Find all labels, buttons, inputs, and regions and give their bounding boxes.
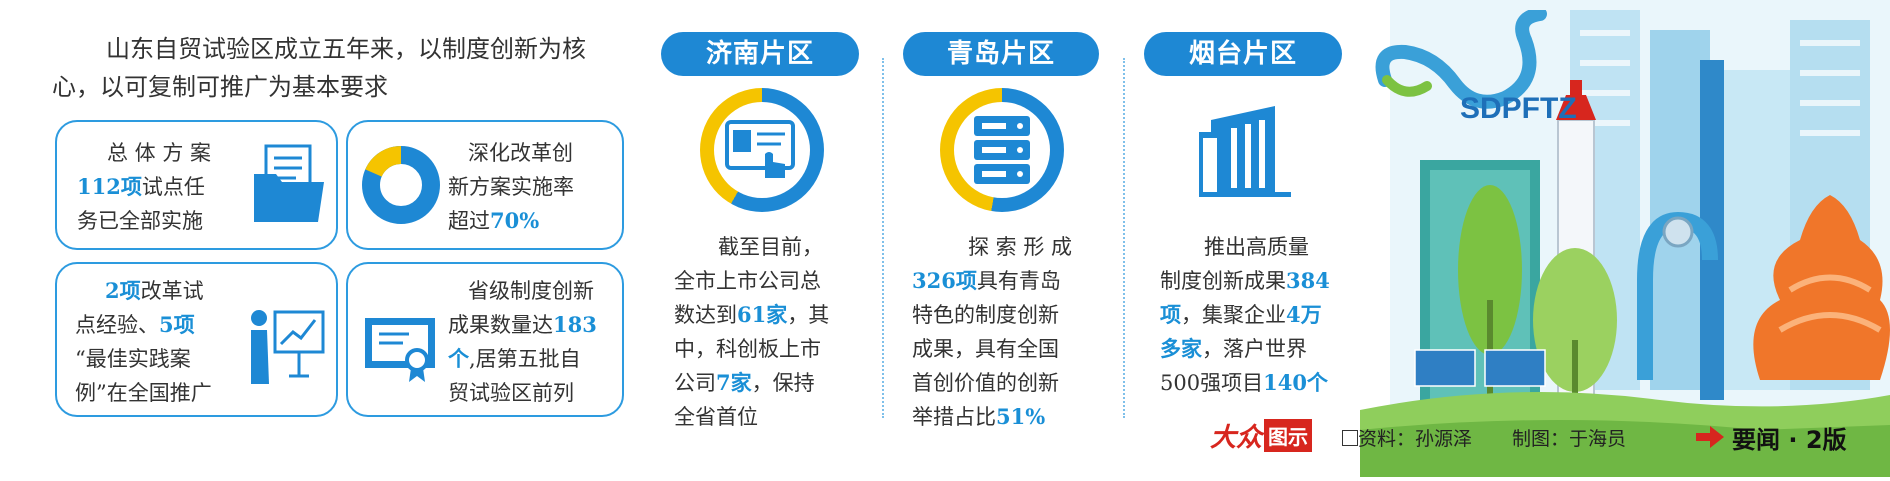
- yantai-num-firms: 4万: [1286, 302, 1322, 327]
- card-deepen-l2: 新方案实施率: [448, 175, 574, 199]
- qingdao-l2: 具有青岛: [976, 269, 1061, 293]
- jinan-l5: 公司: [674, 371, 716, 395]
- card-deepen-reform: 深化改革创 新方案实施率 超过70%: [346, 120, 624, 250]
- card-pilot-l1: 改革试: [140, 279, 204, 303]
- yantai-title: 烟台片区: [1144, 32, 1342, 76]
- card-pilot-text: 2项改革试 点经验、5项 “最佳实践案 例”在全国推广: [75, 274, 212, 410]
- building-icon: [1197, 98, 1293, 202]
- card-pilot-l3: “最佳实践案: [75, 347, 191, 371]
- yantai-l3: ，集聚企业: [1181, 303, 1286, 327]
- city-illustration: [1360, 0, 1890, 477]
- card-pilot-num2: 5项: [159, 312, 195, 337]
- yantai-num-firms-unit: 多家: [1160, 336, 1202, 361]
- footer-brand: 大众 图示: [1210, 418, 1313, 453]
- card-deepen-l1: 深化改革创: [468, 141, 573, 165]
- jinan-num-star: 7家: [716, 370, 752, 395]
- folder-icon: [252, 144, 328, 228]
- yantai-l4: ，落户世界: [1202, 337, 1307, 361]
- card-provincial-l3: ,居第五批自: [469, 347, 581, 371]
- card-provincial-unit: 个: [448, 346, 469, 371]
- separator-2: [1123, 58, 1125, 418]
- card-pilot-l4: 例”在全国推广: [75, 381, 212, 405]
- qingdao-num: 326项: [912, 268, 977, 293]
- yantai-text: 推出高质量 制度创新成果384 项，集聚企业4万 多家，落户世界 500强项目1…: [1160, 230, 1360, 400]
- card-overall-l2: 试点任: [141, 175, 205, 199]
- jinan-l1: 截至目前，: [718, 235, 823, 259]
- jinan-l4: 中，科创板上市: [674, 337, 821, 361]
- qingdao-l3: 特色的制度创新: [912, 303, 1059, 327]
- intro-line-2: 心，以可复制可推广为基本要求: [52, 73, 388, 101]
- yantai-num-results: 384: [1286, 268, 1330, 293]
- intro-line-1: 山东自贸试验区成立五年来，以制度创新为核: [106, 35, 586, 63]
- intro-text: 山东自贸试验区成立五年来，以制度创新为核 心，以可复制可推广为基本要求: [52, 30, 642, 106]
- jinan-l5-post: ，保持: [751, 371, 815, 395]
- jinan-text: 截至目前， 全市上市公司总 数达到61家，其 中，科创板上市 公司7家，保持 全…: [674, 230, 874, 434]
- qingdao-pct: 51%: [996, 404, 1046, 429]
- qingdao-text: 探 索 形 成 326项具有青岛 特色的制度创新 成果，具有全国 首创价值的创新…: [912, 230, 1112, 434]
- certificate-icon: [363, 314, 439, 388]
- jinan-l3: 数达到: [674, 303, 737, 327]
- yantai-num-projects: 140个: [1263, 370, 1328, 395]
- card-overall-plan: 总 体 方 案 112项试点任 务已全部实施: [55, 120, 338, 250]
- jinan-l6: 全省首位: [674, 405, 758, 429]
- yantai-l2: 制度创新成果: [1160, 269, 1286, 293]
- logo-text: SDPFTZ: [1460, 92, 1577, 125]
- yantai-l5: 500强项目: [1160, 371, 1264, 395]
- arrow-right-icon: [1696, 426, 1724, 452]
- card-overall-l3: 务已全部实施: [77, 209, 203, 233]
- card-provincial-l2: 成果数量达: [448, 313, 553, 337]
- brand-box: 图示: [1264, 418, 1313, 452]
- card-pilot-l2: 点经验、: [75, 313, 159, 337]
- jinan-ring: [700, 88, 824, 212]
- presentation-icon: [247, 306, 327, 390]
- card-overall-num: 112项: [77, 174, 142, 199]
- card-deepen-l3: 超过: [448, 209, 490, 233]
- section-label: 要闻 · 2版: [1732, 426, 1847, 454]
- yantai-unit: 项: [1160, 302, 1181, 327]
- footer-source: 资料：孙源泽: [1342, 424, 1472, 451]
- jinan-num-listed: 61家: [737, 302, 788, 327]
- card-deepen-text: 深化改革创 新方案实施率 超过70%: [448, 136, 574, 238]
- brand-name: 大众: [1210, 422, 1263, 453]
- card-overall-l1: 总 体 方 案: [107, 141, 212, 165]
- qingdao-title: 青岛片区: [903, 32, 1099, 76]
- touchscreen-icon: [725, 118, 799, 186]
- card-deepen-num: 70%: [490, 208, 540, 233]
- card-provincial-results: 省级制度创新 成果数量达183 个,居第五批自 贸试验区前列: [346, 262, 624, 417]
- logo-swirl-icon: [1365, 7, 1555, 124]
- card-overall-text: 总 体 方 案 112项试点任 务已全部实施: [77, 136, 211, 238]
- separator-1: [882, 58, 884, 418]
- card-pilot-num1: 2项: [105, 278, 141, 303]
- qingdao-l4: 成果，具有全国: [912, 337, 1059, 361]
- footer-maker: 制图：于海员: [1512, 428, 1627, 450]
- jinan-l2: 全市上市公司总: [674, 269, 821, 293]
- qingdao-ring: [940, 88, 1064, 212]
- server-icon: [970, 114, 1034, 192]
- qingdao-l6: 举措占比: [912, 405, 996, 429]
- jinan-l3-post: ，其: [787, 303, 830, 327]
- source-text: 资料：孙源泽: [1358, 428, 1473, 450]
- yantai-l1: 推出高质量: [1204, 235, 1309, 259]
- card-provincial-num: 183: [553, 312, 597, 337]
- qingdao-l1: 探 索 形 成: [968, 235, 1073, 259]
- card-provincial-text: 省级制度创新 成果数量达183 个,居第五批自 贸试验区前列: [448, 274, 597, 410]
- jinan-title: 济南片区: [661, 32, 859, 76]
- card-pilot-experience: 2项改革试 点经验、5项 “最佳实践案 例”在全国推广: [55, 262, 338, 417]
- card-provincial-l1: 省级制度创新: [468, 279, 594, 303]
- card-provincial-l4: 贸试验区前列: [448, 381, 574, 405]
- donut-chart-icon: [360, 144, 442, 230]
- qingdao-l5: 首创价值的创新: [912, 371, 1059, 395]
